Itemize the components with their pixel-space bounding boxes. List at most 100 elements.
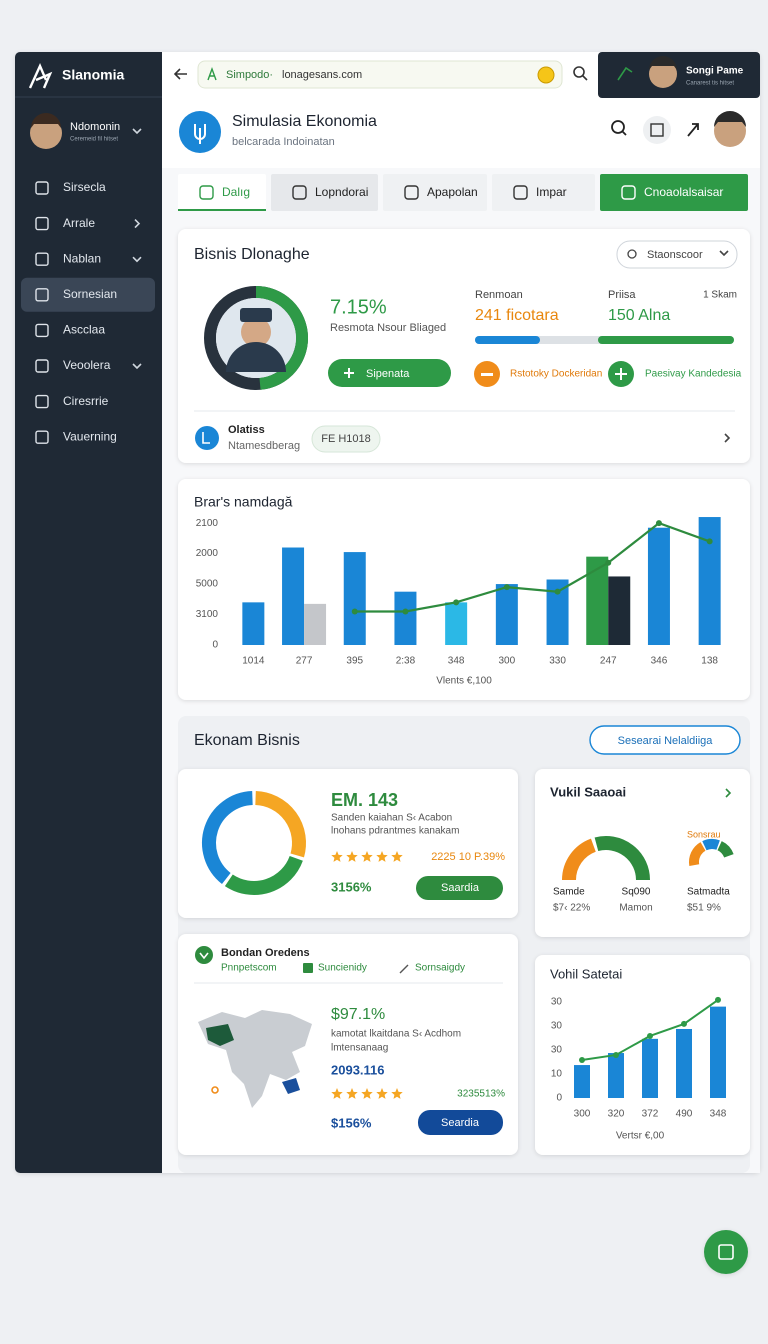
hdr-avatar-hair [714, 111, 746, 127]
y-tick-label: 3100 [196, 609, 219, 620]
nav-item[interactable]: Sornesian [63, 287, 117, 301]
card-title: Vohil Satetai [550, 966, 622, 981]
button-label: Sipenata [366, 368, 410, 380]
sidebar-fill [150, 52, 162, 1173]
avatar [30, 117, 62, 149]
gauge2-orange [689, 842, 706, 866]
bar [710, 1006, 726, 1098]
filter[interactable] [616, 240, 738, 269]
metric: EM. 143 [331, 790, 398, 810]
card-link[interactable]: Pnnpetscom [221, 963, 277, 974]
page-subtitle: belcarada Indoinatan [232, 136, 335, 148]
bar [647, 527, 670, 645]
nav-item[interactable]: Ciresrrie [63, 394, 109, 408]
outline-button[interactable] [589, 725, 741, 755]
trend-point [715, 996, 721, 1003]
bar [698, 517, 721, 645]
rating-value: 2225 10 P.39% [431, 851, 505, 863]
top-user-role: Canarest tis hitset [686, 81, 734, 87]
trend-point [503, 584, 510, 591]
y-tick-label: 30 [551, 1045, 563, 1056]
star [361, 1088, 373, 1099]
action-label: Rstotoky Dockeridan [510, 369, 602, 380]
nav-item[interactable]: Veoolera [63, 358, 111, 372]
x-tick-label: 330 [549, 656, 566, 667]
x-tick-label: 247 [600, 656, 617, 667]
y-tick-label: 30 [551, 996, 563, 1007]
url-badge [537, 66, 555, 84]
tab[interactable] [271, 174, 378, 211]
gauge-green [594, 836, 650, 881]
y-tick-label: 5000 [196, 579, 219, 590]
stat-extra: 1 Skam [703, 290, 737, 301]
primary-button[interactable] [418, 1110, 503, 1135]
bar [642, 1038, 658, 1098]
bar [608, 1053, 624, 1098]
plus [344, 368, 354, 378]
star [361, 851, 373, 862]
trend-point [681, 1020, 687, 1027]
bar [495, 584, 518, 645]
card-title: Bisnis Dlonaghe [194, 246, 310, 263]
star [331, 851, 343, 862]
action-plus [615, 368, 627, 380]
x-tick-label: 300 [574, 1109, 591, 1120]
donut-slice [202, 791, 253, 884]
nav-item[interactable]: Vauerning [63, 429, 117, 443]
nav-item[interactable]: Arrale [63, 216, 95, 230]
tab[interactable] [383, 174, 487, 211]
filter-label: Staonscoor [647, 249, 703, 261]
link-icon [303, 963, 313, 973]
primary-button[interactable] [416, 876, 503, 900]
hdr-avatar [714, 115, 746, 147]
card-link[interactable]: Sornsaigdy [415, 963, 465, 974]
hdr-share [687, 123, 699, 137]
trend-point [655, 520, 662, 527]
fab[interactable] [704, 1230, 748, 1274]
nav-item[interactable]: Sirsecla [63, 180, 106, 194]
fab-icon [718, 1244, 734, 1260]
y-tick-label: 30 [551, 1020, 563, 1031]
stat-value: 150 Alna [608, 307, 670, 324]
footer-icon [195, 426, 219, 450]
tab[interactable] [178, 174, 266, 211]
trend-point [647, 1032, 653, 1039]
donut-slice [224, 855, 303, 895]
chevron [719, 250, 729, 257]
donut-slice [254, 791, 306, 858]
tab[interactable] [600, 174, 748, 211]
tab-icon [199, 185, 214, 200]
card-title: Bondan Oredens [221, 947, 310, 959]
page-title: Simulasia Ekonomia [232, 113, 377, 130]
tab[interactable] [492, 174, 595, 211]
bar [574, 1065, 590, 1098]
map-icon [195, 946, 213, 964]
metric-line: Sanden kaiahan S‹ Acabon [331, 813, 452, 824]
card-link[interactable]: Suncienidy [318, 963, 367, 974]
primary-button[interactable] [328, 359, 451, 387]
portrait-face [241, 317, 271, 347]
nav-item[interactable]: Nablan [63, 251, 101, 265]
nav-active[interactable] [21, 277, 155, 312]
bar [394, 591, 417, 645]
x-tick-label: 300 [499, 656, 516, 667]
hdr-btn [643, 116, 671, 144]
top-icon [617, 66, 633, 81]
hdr-search-h [621, 130, 627, 136]
metric-line: lnohans pdrantmes kanakam [331, 826, 459, 837]
y-tick-label: 0 [556, 1093, 562, 1104]
portrait-arc [255, 286, 308, 390]
x-tick-label: 277 [296, 656, 313, 667]
gauge-label: Satmadta [687, 887, 730, 898]
outline-button-label: Sesearai Nelaldiiga [618, 735, 714, 747]
star [391, 1088, 403, 1099]
search-handle [582, 75, 588, 81]
x-tick-label: 348 [448, 656, 465, 667]
search-icon [573, 66, 585, 78]
nav-item[interactable]: Ascclaa [63, 323, 105, 337]
progress-green [598, 336, 734, 344]
nav-icon [35, 181, 49, 195]
url-box[interactable] [197, 60, 563, 89]
bar [676, 1028, 692, 1098]
